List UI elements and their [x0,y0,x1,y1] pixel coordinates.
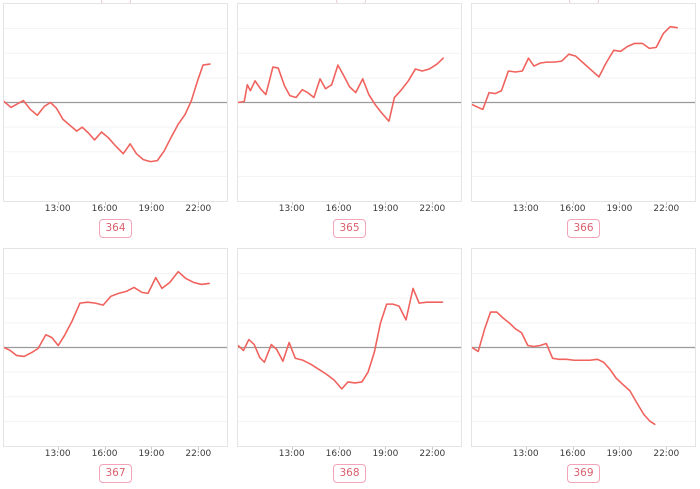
tick-label: 13:00 [278,204,305,214]
chart-cell: 13:00 16:00 19:00 22:00 364 [3,3,228,239]
series-line [472,311,656,426]
axis-tick [666,202,668,205]
axis-tick [198,447,200,450]
chart-cell: 13:00 16:00 19:00 22:00 368 [237,248,462,484]
tick-label: 19:00 [138,449,165,459]
axis-tick [104,202,106,205]
axis-tick [338,447,340,450]
series-line [238,287,444,390]
x-axis-labels: 13:00 16:00 19:00 22:00 [237,202,462,217]
axis-tick [151,447,153,450]
chart-id-badge[interactable]: 364 [99,219,132,238]
axis-tick [666,447,668,450]
series-line [472,25,678,111]
axis-tick [198,202,200,205]
sparkline-chart-364 [3,3,228,202]
tick-label: 19:00 [606,204,633,214]
tick-label: 22:00 [419,449,446,459]
axis-tick [291,202,293,205]
tick-label: 22:00 [653,204,680,214]
axis-tick [572,202,574,205]
tick-label: 13:00 [44,204,71,214]
axis-tick [432,447,434,450]
tick-label: 13:00 [512,449,539,459]
axis-tick [385,447,387,450]
tick-label: 22:00 [185,449,212,459]
axis-tick [338,202,340,205]
badge-row: 365 [237,217,462,239]
tick-label: 16:00 [91,449,118,459]
sparkline-chart-367 [3,248,228,447]
axis-tick [619,447,621,450]
axis-tick [57,202,59,205]
tick-label: 16:00 [559,204,586,214]
series-line [238,57,444,123]
tick-label: 16:00 [325,204,352,214]
axis-tick [57,447,59,450]
chart-id-badge[interactable]: 367 [99,464,132,483]
axis-tick [104,447,106,450]
x-axis-labels: 13:00 16:00 19:00 22:00 [237,447,462,462]
tick-label: 19:00 [606,449,633,459]
x-axis-labels: 13:00 16:00 19:00 22:00 [3,202,228,217]
axis-tick [291,447,293,450]
badge-row: 366 [471,217,696,239]
chart-id-badge[interactable]: 366 [567,219,600,238]
x-axis-labels: 13:00 16:00 19:00 22:00 [471,447,696,462]
chart-cell: 13:00 16:00 19:00 22:00 366 [471,3,696,239]
axis-tick [432,202,434,205]
axis-tick [619,202,621,205]
x-axis-labels: 13:00 16:00 19:00 22:00 [3,447,228,462]
sparkline-chart-369 [471,248,696,447]
tick-label: 16:00 [325,449,352,459]
axis-tick [151,202,153,205]
badge-row: 369 [471,462,696,484]
chart-id-badge[interactable]: 368 [333,464,366,483]
series-line [4,270,210,358]
tick-label: 22:00 [419,204,446,214]
tick-label: 22:00 [185,204,212,214]
chart-grid: 13:00 16:00 19:00 22:00 364 13:00 16:00 19:00… [3,3,696,484]
axis-tick [385,202,387,205]
axis-tick [525,202,527,205]
sparkline-chart-365 [237,3,462,202]
tick-label: 19:00 [372,449,399,459]
tick-label: 13:00 [44,449,71,459]
chart-cell: 13:00 16:00 19:00 22:00 365 [237,3,462,239]
tick-label: 19:00 [372,204,399,214]
badge-row: 367 [3,462,228,484]
chart-cell: 13:00 16:00 19:00 22:00 367 [3,248,228,484]
sparkline-chart-368 [237,248,462,447]
sparkline-chart-366 [471,3,696,202]
chart-id-badge[interactable]: 365 [333,219,366,238]
x-axis-labels: 13:00 16:00 19:00 22:00 [471,202,696,217]
axis-tick [572,447,574,450]
tick-label: 13:00 [512,204,539,214]
axis-tick [525,447,527,450]
badge-row: 368 [237,462,462,484]
series-line [4,63,211,163]
tick-label: 16:00 [559,449,586,459]
chart-cell: 13:00 16:00 19:00 22:00 369 [471,248,696,484]
badge-row: 364 [3,217,228,239]
tick-label: 22:00 [653,449,680,459]
tick-label: 13:00 [278,449,305,459]
chart-id-badge[interactable]: 369 [567,464,600,483]
tick-label: 16:00 [91,204,118,214]
tick-label: 19:00 [138,204,165,214]
